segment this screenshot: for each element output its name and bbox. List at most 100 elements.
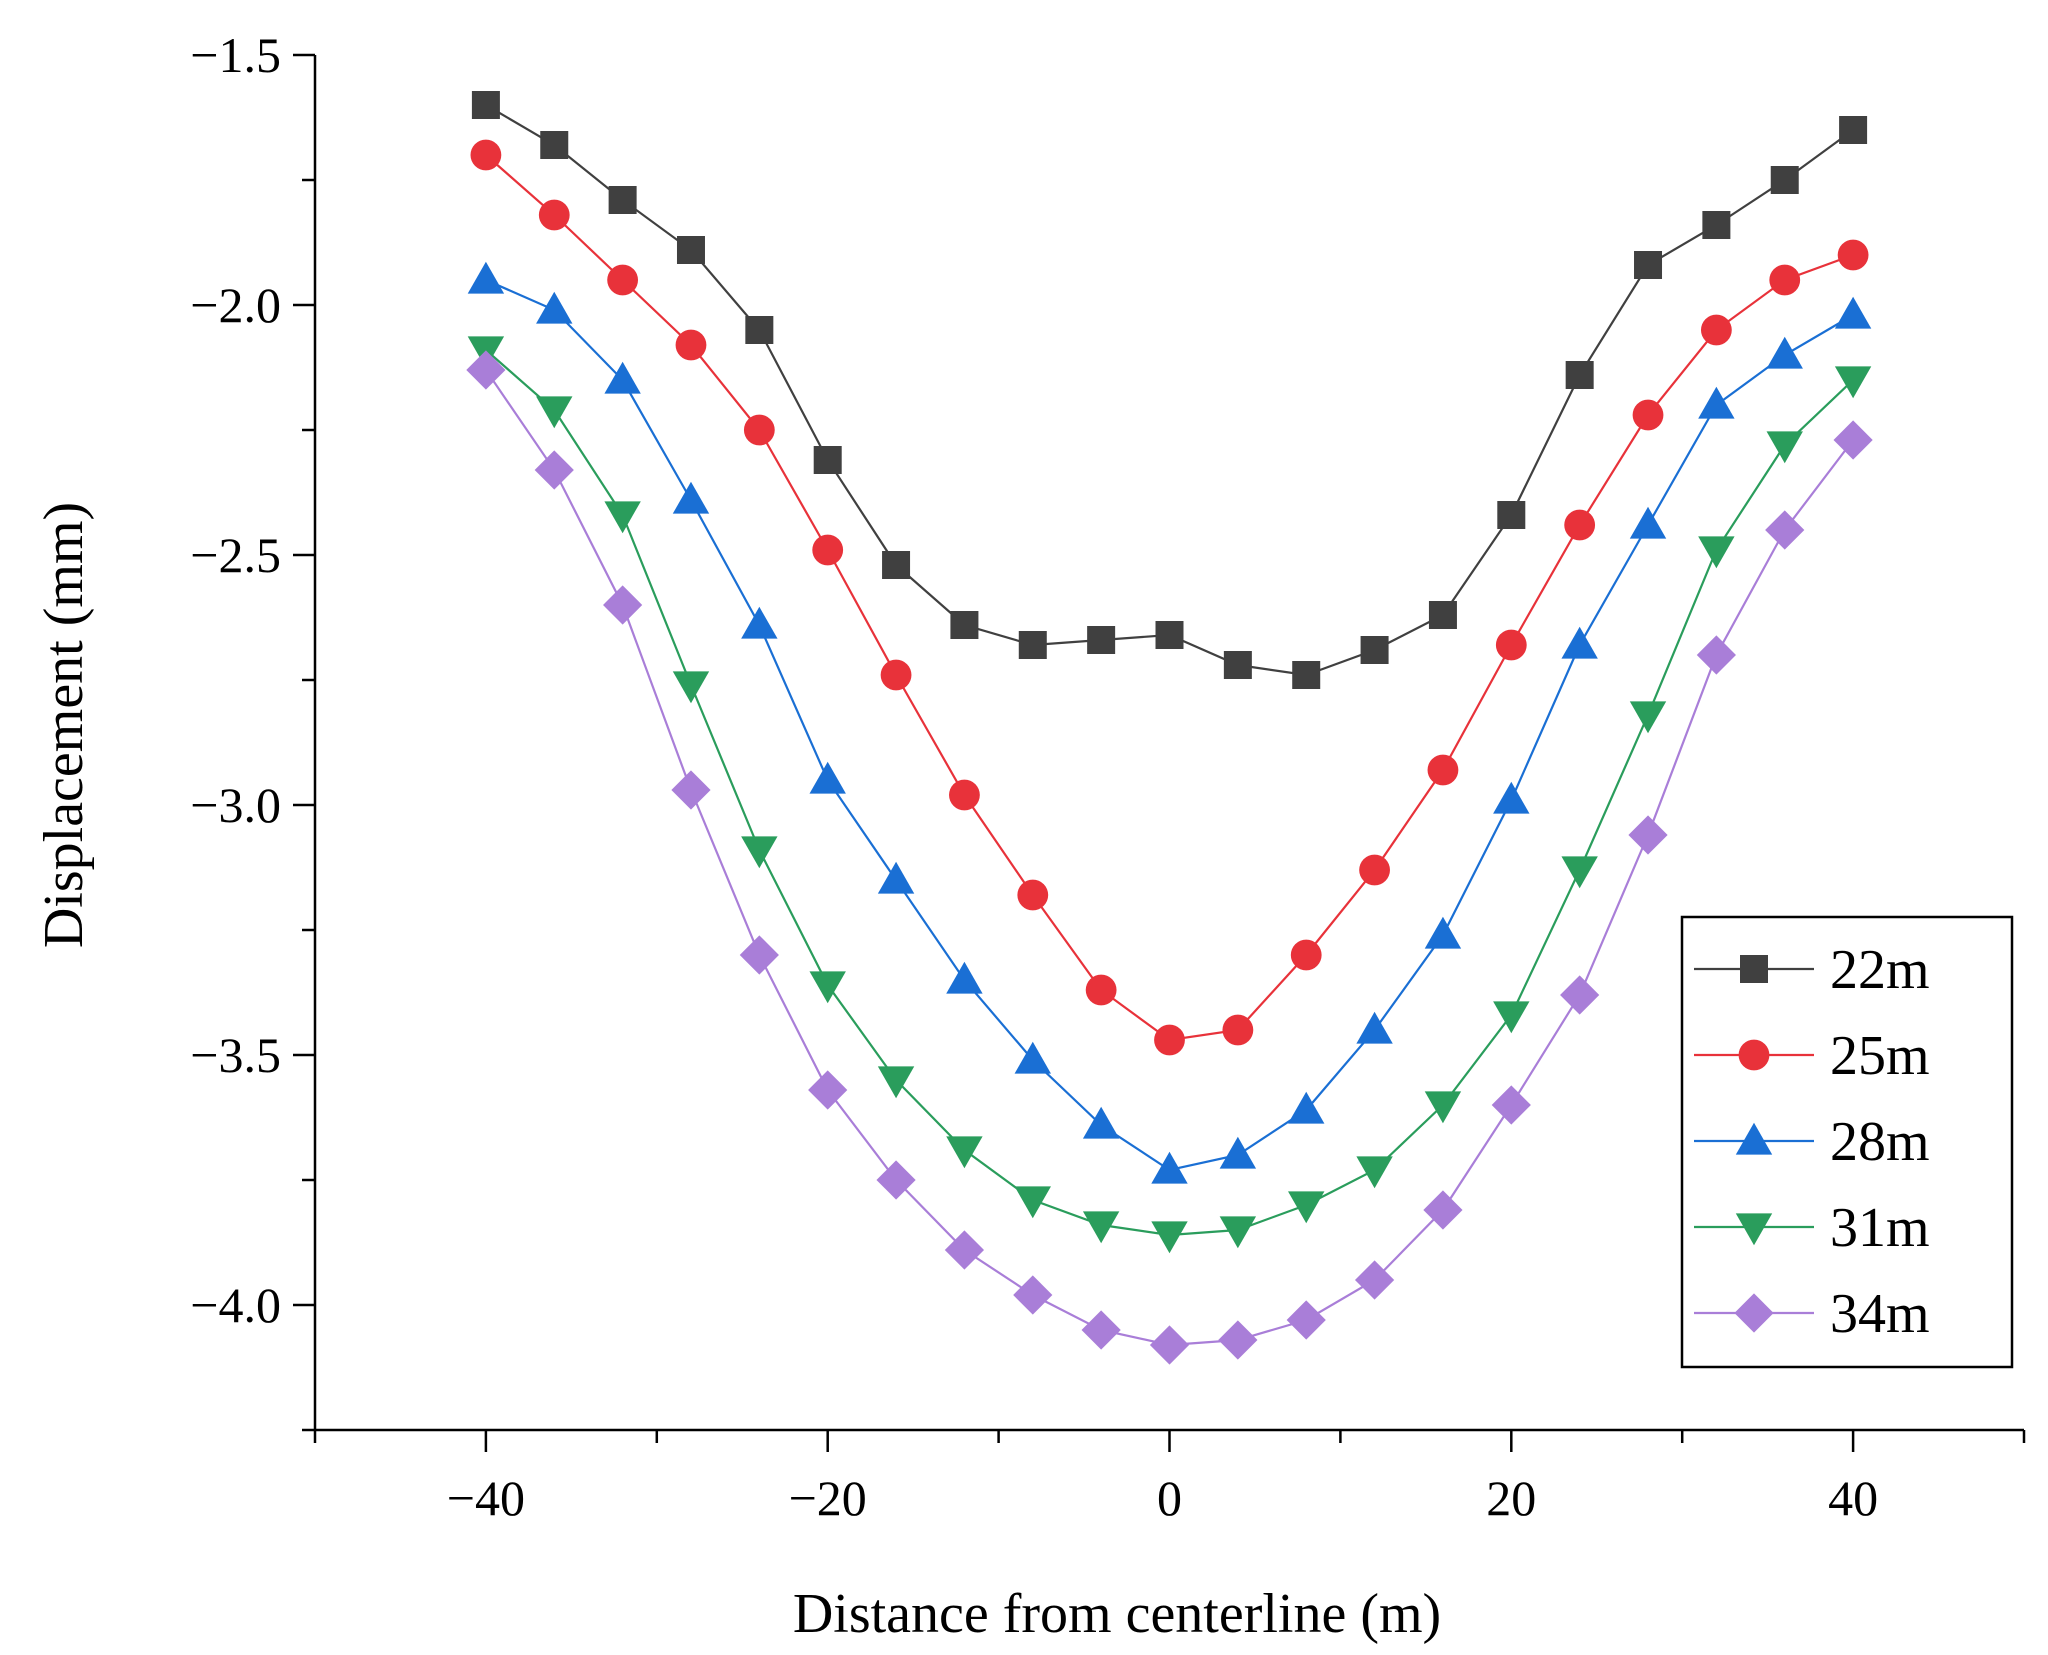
- data-point: [1837, 239, 1869, 271]
- data-point: [1497, 501, 1526, 529]
- legend-item: 28m: [1694, 1111, 1930, 1173]
- data-point: [739, 935, 779, 975]
- data-point: [809, 971, 846, 1004]
- data-point: [1561, 856, 1598, 889]
- series-layer: [466, 91, 1873, 1365]
- data-point: [1839, 116, 1868, 144]
- legend-label: 22m: [1830, 939, 1930, 1001]
- data-point: [1018, 631, 1047, 659]
- series-line: [485, 104, 1854, 677]
- data-point: [880, 659, 912, 691]
- series-31m: [467, 336, 1872, 1254]
- data-point: [1356, 1011, 1393, 1044]
- legend-marker: [1738, 1039, 1770, 1071]
- data-point: [1013, 1275, 1053, 1315]
- data-point: [1081, 1310, 1121, 1350]
- x-tick-label: −40: [447, 1470, 525, 1526]
- data-point: [1698, 536, 1735, 569]
- data-point: [1833, 420, 1873, 460]
- data-point: [1427, 754, 1459, 786]
- legend-marker: [1740, 955, 1768, 983]
- data-point: [741, 606, 778, 639]
- data-point: [1222, 1014, 1254, 1046]
- data-point: [536, 291, 573, 324]
- legend-item: 31m: [1694, 1197, 1930, 1259]
- data-point: [1354, 1260, 1395, 1300]
- data-point: [672, 671, 710, 704]
- data-point: [607, 264, 639, 296]
- legend-item: 34m: [1694, 1283, 1930, 1345]
- data-point: [745, 316, 774, 344]
- data-point: [1154, 1024, 1185, 1056]
- data-point: [949, 779, 980, 811]
- data-point: [1218, 1320, 1258, 1360]
- data-point: [470, 139, 502, 171]
- data-point: [809, 761, 846, 794]
- data-point: [944, 1230, 985, 1270]
- legend: 22m 25m 28m 31m 34m: [1680, 915, 2014, 1369]
- data-point: [536, 396, 573, 429]
- data-point: [1698, 386, 1735, 419]
- series-28m: [467, 261, 1872, 1184]
- data-point: [1290, 939, 1322, 971]
- legend-label: 25m: [1830, 1025, 1930, 1087]
- legend-label: 34m: [1830, 1283, 1930, 1345]
- data-point: [1151, 1221, 1188, 1254]
- data-point: [604, 361, 641, 394]
- data-point: [466, 350, 506, 390]
- data-point: [1356, 1156, 1393, 1189]
- data-point: [1424, 916, 1462, 949]
- data-point: [1424, 1091, 1462, 1124]
- data-point: [1014, 1186, 1051, 1219]
- legend-item: 22m: [1694, 939, 1930, 1001]
- x-tick-label: 0: [1157, 1470, 1182, 1526]
- x-tick-label: −20: [789, 1470, 867, 1526]
- data-point: [1628, 815, 1668, 855]
- data-point: [1359, 854, 1390, 886]
- data-point: [876, 1160, 916, 1200]
- data-point: [1087, 626, 1116, 654]
- data-point: [877, 861, 915, 894]
- data-point: [1766, 431, 1803, 464]
- data-point: [743, 414, 775, 446]
- data-point: [1770, 166, 1799, 194]
- data-point: [672, 481, 710, 514]
- axes: −40 −20 0 20 40 −1.5 −2.0 −2.5 −3.0 −3.5 −4.0: [190, 27, 2026, 1526]
- data-point: [1286, 1300, 1326, 1340]
- data-point: [540, 131, 569, 159]
- data-point: [1014, 1041, 1051, 1074]
- legend-item: 25m: [1694, 1025, 1930, 1087]
- legend-label: 28m: [1830, 1111, 1930, 1173]
- data-point: [1564, 509, 1596, 541]
- legend-marker: [1734, 1293, 1774, 1333]
- data-point: [1082, 1106, 1120, 1139]
- data-point: [1765, 510, 1805, 550]
- y-tick-label: −2.5: [190, 527, 281, 583]
- x-axis-title: Distance from centerline (m): [793, 1583, 1441, 1645]
- data-point: [1219, 1136, 1257, 1169]
- data-point: [608, 186, 637, 214]
- data-point: [471, 91, 500, 119]
- data-point: [1428, 601, 1457, 629]
- legend-marker: [1735, 1122, 1773, 1155]
- data-point: [1288, 1191, 1325, 1224]
- data-point: [603, 585, 643, 625]
- data-point: [1495, 629, 1527, 661]
- data-point: [467, 261, 505, 294]
- data-point: [808, 1070, 848, 1110]
- data-point: [1288, 1091, 1325, 1124]
- data-point: [538, 199, 570, 231]
- data-point: [1700, 314, 1732, 346]
- y-tick-label: −1.5: [190, 27, 281, 83]
- x-tick-label: 40: [1828, 1470, 1878, 1526]
- data-point: [1219, 1216, 1257, 1249]
- y-tick-label: −2.0: [190, 277, 281, 333]
- series-line: [485, 154, 1854, 1042]
- data-point: [946, 961, 983, 994]
- data-point: [1493, 1001, 1530, 1034]
- data-point: [877, 1066, 915, 1099]
- data-point: [1155, 621, 1184, 649]
- data-point: [812, 534, 844, 566]
- x-tick-label: 20: [1486, 1470, 1536, 1526]
